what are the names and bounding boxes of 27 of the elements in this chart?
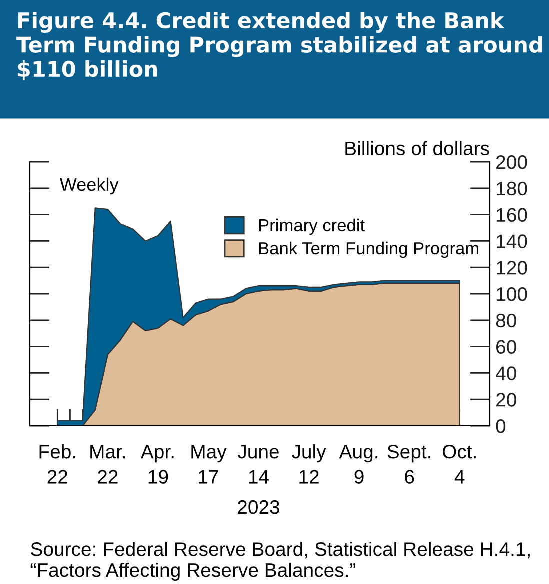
y-tick-label: 180 bbox=[497, 182, 528, 196]
y-tick-label: 0 bbox=[496, 419, 506, 434]
y-tick-label: 120 bbox=[497, 261, 528, 275]
x-tick-label: Apr. 19 bbox=[140, 445, 174, 484]
y-tick-label: 200 bbox=[496, 155, 528, 170]
x-tick-label: Oct. 4 bbox=[442, 444, 476, 484]
x-tick-label: July 12 bbox=[292, 444, 326, 484]
annotation: Weekly bbox=[60, 178, 119, 195]
y-tick-label: 160 bbox=[497, 208, 528, 222]
legend-label: Bank Term Funding Program bbox=[259, 242, 478, 258]
y-tick-label: 80 bbox=[496, 314, 516, 328]
y-tick-label: 60 bbox=[496, 340, 516, 354]
x-tick-label: Feb. 22 bbox=[40, 444, 76, 484]
legend-label: Primary credit bbox=[259, 218, 365, 236]
x-axis-title: 2023 bbox=[238, 500, 280, 514]
x-tick-label: May 17 bbox=[192, 445, 227, 484]
x-tick-label: Aug. 9 bbox=[339, 445, 378, 484]
x-tick-label: Mar. 22 bbox=[90, 445, 126, 484]
y-axis-title: Billions of dollars bbox=[346, 141, 490, 156]
y-tick-label: 20 bbox=[496, 393, 516, 407]
x-tick-label: Sept. 6 bbox=[388, 444, 430, 484]
y-tick-label: 100 bbox=[497, 287, 528, 302]
x-tick-label: June 14 bbox=[238, 445, 279, 484]
y-tick-label: 40 bbox=[496, 366, 516, 380]
chart-title: Figure 4.4. Credit extended by the Bank Term Funding Program stabilized at around $110 billion bbox=[16, 12, 542, 80]
source-note: Source: Federal Reserve Board, Statistical Release H.4.1, “Factors Affecting Reserve Balances.” bbox=[30, 542, 530, 582]
y-tick-label: 140 bbox=[497, 234, 528, 248]
